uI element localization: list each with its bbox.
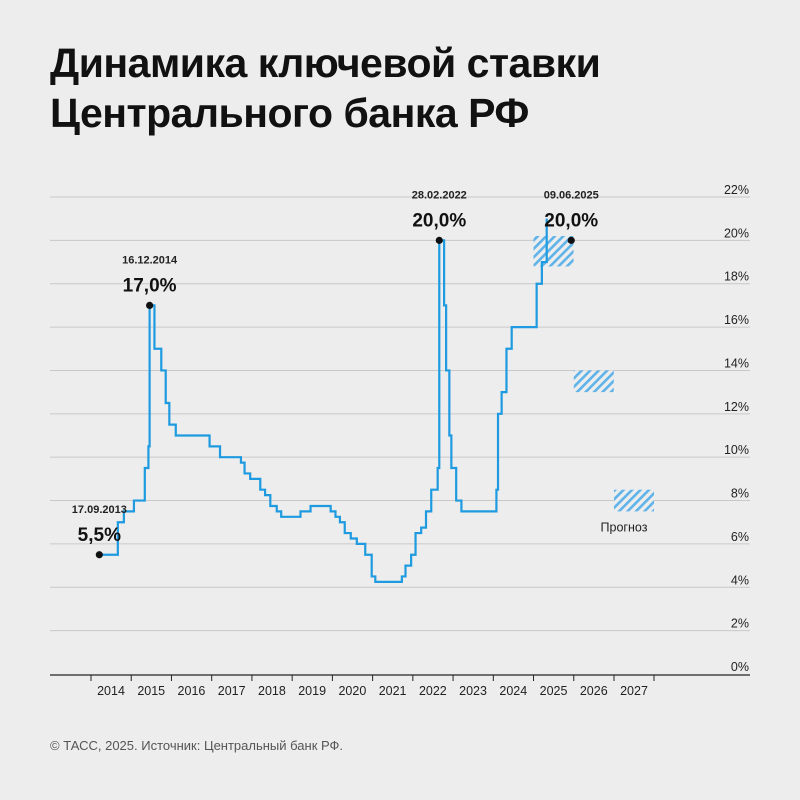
x-tick-label: 2020 [338,684,366,698]
x-tick-label: 2021 [379,684,407,698]
forecast-label: Прогноз [601,520,648,534]
annotation-point [567,236,575,244]
annotation-point [146,301,154,310]
forecast-range-2027 [614,489,654,512]
annotation-point [95,551,103,559]
y-tick-label: 2% [731,617,749,631]
x-tick-label: 2015 [137,684,165,698]
annotation-date: 28.02.2022 [412,189,467,201]
y-tick-label: 20% [724,226,749,240]
y-tick-label: 12% [724,400,749,414]
y-tick-label: 10% [724,443,749,457]
annotation-value: 5,5% [78,525,121,546]
annotation-date: 16.12.2014 [122,254,178,266]
title-line-1: Динамика ключевой ставки [50,40,601,86]
x-tick-label: 2014 [97,684,125,698]
x-tick-label: 2026 [580,684,608,698]
y-tick-label: 16% [724,313,749,327]
y-tick-label: 18% [724,270,749,284]
x-tick-label: 2019 [298,684,326,698]
x-tick-label: 2027 [620,684,648,698]
y-tick-label: 0% [731,660,749,674]
title-line-2: Центрального банка РФ [50,90,529,136]
y-tick-label: 14% [724,356,749,370]
page-title: Динамика ключевой ставки Центрального ба… [50,38,750,138]
y-tick-label: 6% [731,530,749,544]
y-tick-label: 4% [731,573,749,587]
x-tick-label: 2023 [459,684,487,698]
annotation-value: 20,0% [412,210,466,231]
key-rate-series-line [99,218,548,583]
x-tick-label: 2024 [499,684,527,698]
source-footer: © ТАСС, 2025. Источник: Центральный банк… [50,738,344,753]
annotation-date: 09.06.2025 [544,189,599,201]
annotation-value: 17,0% [123,275,177,296]
y-tick-label: 8% [731,487,749,501]
annotation-point [435,236,443,244]
x-tick-label: 2025 [540,684,568,698]
y-tick-label: 22% [724,183,749,197]
x-tick-label: 2018 [258,684,286,698]
annotation-value: 20,0% [544,210,598,231]
x-tick-label: 2022 [419,684,447,698]
forecast-range-2025 [533,236,574,267]
x-tick-label: 2017 [218,684,246,698]
forecast-range-2026 [573,370,614,393]
annotation-date: 17.09.2013 [72,504,127,516]
x-tick-label: 2016 [178,684,206,698]
